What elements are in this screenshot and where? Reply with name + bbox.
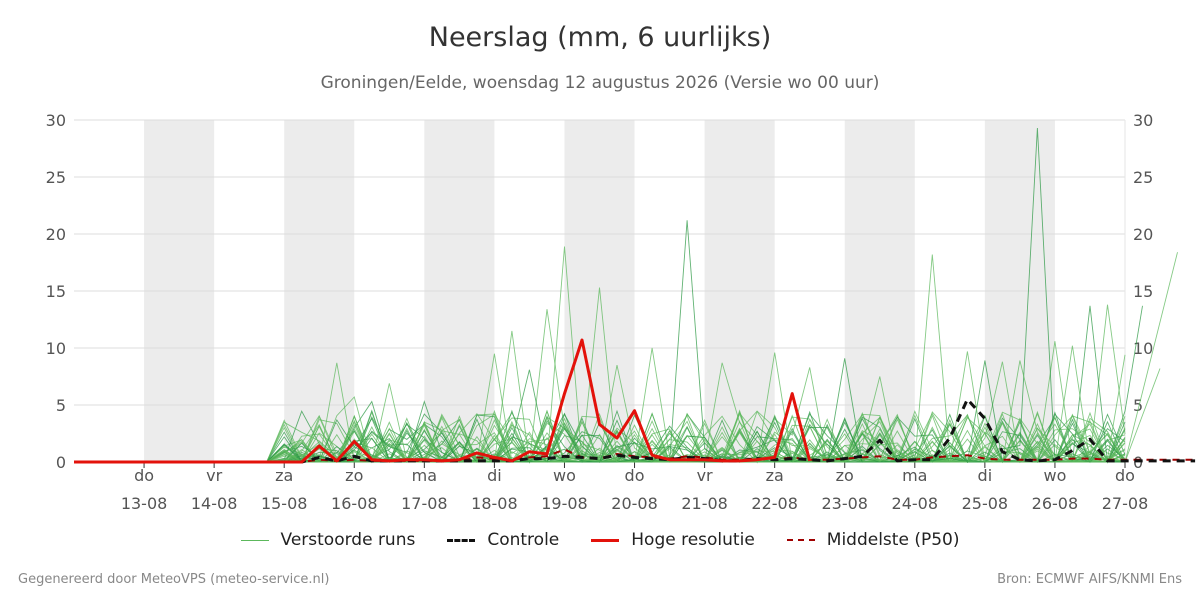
footer-generated-by: Gegenereerd door MeteoVPS (meteo-service… [18,572,330,587]
legend-label-high-resolution: Hoge resolutie [631,530,755,550]
x-tick-date-label: 22-08 [751,494,798,513]
legend-swatch-high-resolution [591,538,620,542]
chart-legend: Verstoorde runs Controle Hoge resolutie … [0,530,1200,550]
legend-swatch-median [786,539,815,541]
legend-swatch-perturbed-runs [240,539,269,541]
y-tick-label-right: 30 [1133,111,1153,130]
x-tick-date-label: 21-08 [681,494,728,513]
series-line-hoge-resolutie [74,338,812,464]
y-tick-label-left: 20 [46,225,66,244]
y-tick-label-left: 25 [46,168,66,187]
x-tick-date-label: 20-08 [611,494,658,513]
x-tick-day-label: zo [345,466,363,485]
x-tick-day-label: vr [697,466,713,485]
x-tick-date-label: 24-08 [892,494,939,513]
x-tick-day-label: za [766,466,784,485]
legend-item-median[interactable]: Middelste (P50) [786,530,960,550]
x-tick-day-label: di [978,466,993,485]
x-tick-date-label: 13-08 [121,494,168,513]
y-tick-label-left: 30 [46,111,66,130]
x-tick-date-label: 19-08 [541,494,588,513]
x-tick-date-label: 18-08 [471,494,518,513]
x-tick-day-label: do [625,466,645,485]
y-tick-label-left: 15 [46,282,66,301]
x-tick-day-label: vr [206,466,222,485]
legend-label-perturbed-runs: Verstoorde runs [280,530,416,550]
legend-item-high-resolution[interactable]: Hoge resolutie [591,530,755,550]
footer-source: Bron: ECMWF AIFS/KNMI Ens [997,572,1182,587]
x-tick-day-label: za [275,466,293,485]
x-tick-day-label: do [1115,466,1135,485]
x-tick-day-label: ma [902,466,927,485]
legend-item-perturbed-runs[interactable]: Verstoorde runs [240,530,416,550]
y-tick-label-right: 25 [1133,168,1153,187]
x-tick-date-label: 27-08 [1102,494,1149,513]
legend-label-control: Controle [487,530,560,550]
legend-swatch-control [447,538,476,542]
x-tick-date-label: 15-08 [261,494,308,513]
x-tick-date-label: 16-08 [331,494,378,513]
x-tick-date-label: 25-08 [962,494,1009,513]
x-tick-day-label: do [134,466,154,485]
x-tick-day-label: wo [1043,466,1066,485]
x-tick-day-label: wo [553,466,576,485]
y-tick-label-right: 5 [1133,396,1143,415]
y-tick-label-left: 10 [46,339,66,358]
y-tick-label-left: 5 [56,396,66,415]
chart-subtitle: Groningen/Eelde, woensdag 12 augustus 20… [320,73,880,93]
y-tick-label-right: 10 [1133,339,1153,358]
y-tick-label-right: 0 [1133,453,1143,472]
legend-label-median: Middelste (P50) [826,530,960,550]
x-tick-date-label: 26-08 [1032,494,1079,513]
x-tick-date-label: 14-08 [191,494,238,513]
legend-item-control[interactable]: Controle [447,530,559,550]
x-tick-day-label: zo [836,466,854,485]
y-tick-label-left: 0 [56,453,66,472]
x-tick-day-label: ma [412,466,437,485]
x-tick-date-label: 17-08 [401,494,448,513]
y-tick-label-right: 15 [1133,282,1153,301]
x-tick-date-label: 23-08 [821,494,868,513]
x-tick-day-label: di [487,466,502,485]
chart-title: Neerslag (mm, 6 uurlijks) [428,22,772,53]
y-tick-label-right: 20 [1133,225,1153,244]
